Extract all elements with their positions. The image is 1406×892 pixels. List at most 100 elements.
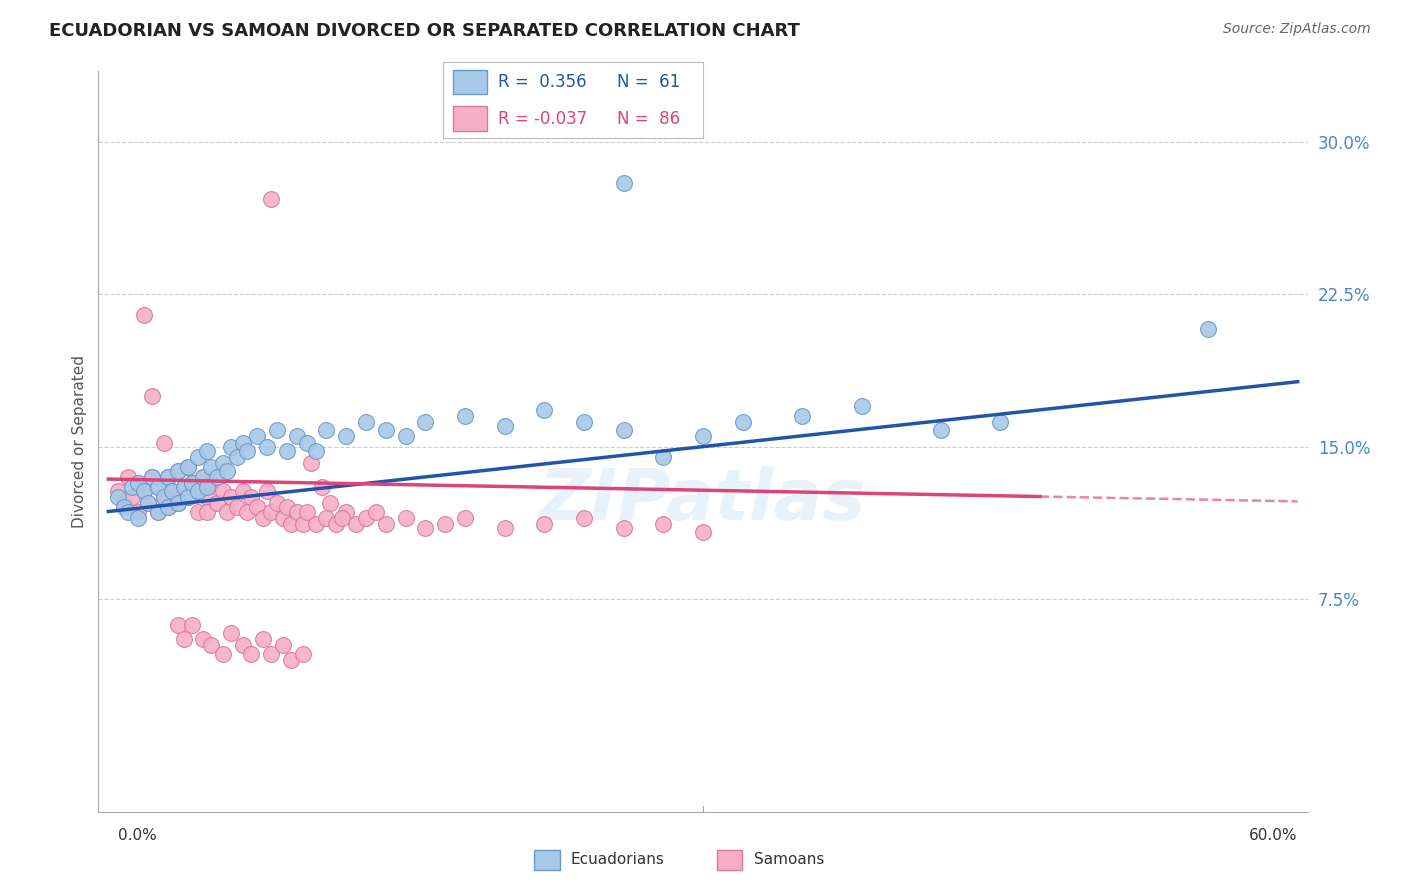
Point	[434, 516, 457, 531]
Point	[494, 419, 516, 434]
Point	[180, 476, 202, 491]
Point	[236, 443, 259, 458]
Point	[197, 443, 219, 458]
Point	[395, 510, 418, 524]
Point	[117, 504, 139, 518]
Point	[226, 500, 249, 515]
Point	[146, 504, 169, 518]
Point	[305, 443, 328, 458]
Point	[127, 504, 149, 518]
Point	[107, 484, 129, 499]
Point	[200, 476, 222, 491]
Point	[153, 491, 176, 505]
Point	[141, 470, 163, 484]
Point	[197, 504, 219, 518]
Point	[692, 524, 714, 539]
Point	[117, 470, 139, 484]
Point	[315, 423, 337, 437]
Point	[295, 504, 318, 518]
Point	[1198, 322, 1220, 336]
Point	[929, 423, 952, 437]
Point	[613, 423, 636, 437]
Point	[572, 415, 595, 429]
Point	[260, 192, 283, 206]
Point	[160, 484, 183, 499]
Point	[197, 491, 219, 505]
Point	[176, 491, 198, 505]
Point	[132, 484, 155, 499]
Text: Source: ZipAtlas.com: Source: ZipAtlas.com	[1223, 22, 1371, 37]
Point	[153, 491, 176, 505]
Point	[232, 435, 254, 450]
Point	[173, 480, 195, 494]
Text: N =  86: N = 86	[617, 110, 681, 128]
Point	[232, 639, 254, 653]
Point	[146, 504, 169, 518]
Point	[212, 647, 235, 661]
Point	[374, 516, 396, 531]
Point	[197, 480, 219, 494]
Point	[305, 516, 328, 531]
Text: R =  0.356: R = 0.356	[498, 73, 586, 91]
Point	[186, 450, 208, 464]
Point	[180, 476, 202, 491]
Point	[311, 480, 333, 494]
Point	[256, 440, 278, 454]
Text: Ecuadorians: Ecuadorians	[571, 853, 665, 867]
Point	[374, 423, 396, 437]
Point	[260, 504, 283, 518]
Point	[136, 496, 159, 510]
Text: ZIPatlas: ZIPatlas	[540, 467, 866, 535]
Point	[454, 409, 477, 424]
Point	[285, 429, 308, 443]
Point	[364, 504, 387, 518]
Point	[186, 504, 208, 518]
Point	[132, 484, 155, 499]
Point	[112, 496, 135, 510]
Point	[252, 510, 274, 524]
Point	[330, 510, 353, 524]
Point	[354, 510, 377, 524]
Point	[260, 647, 283, 661]
Point	[415, 415, 437, 429]
Point	[193, 632, 215, 647]
Point	[291, 516, 314, 531]
Point	[219, 440, 242, 454]
Point	[395, 429, 418, 443]
Point	[176, 491, 198, 505]
Point	[127, 476, 149, 491]
Text: R = -0.037: R = -0.037	[498, 110, 586, 128]
Point	[291, 647, 314, 661]
Point	[335, 504, 357, 518]
Point	[533, 516, 555, 531]
Point	[692, 429, 714, 443]
Point	[146, 480, 169, 494]
Point	[173, 632, 195, 647]
Point	[127, 510, 149, 524]
Point	[153, 435, 176, 450]
Point	[572, 510, 595, 524]
Point	[121, 480, 143, 494]
Point	[156, 470, 179, 484]
Text: 60.0%: 60.0%	[1249, 828, 1298, 843]
Point	[266, 496, 288, 510]
Point	[280, 652, 302, 666]
Point	[240, 647, 263, 661]
Point	[285, 504, 308, 518]
Point	[533, 403, 555, 417]
Point	[219, 491, 242, 505]
Point	[344, 516, 367, 531]
Point	[180, 618, 202, 632]
Point	[193, 470, 215, 484]
Point	[219, 626, 242, 640]
Point	[295, 435, 318, 450]
Point	[141, 470, 163, 484]
Point	[176, 459, 198, 474]
Point	[454, 510, 477, 524]
Text: N =  61: N = 61	[617, 73, 681, 91]
Point	[652, 450, 675, 464]
Point	[790, 409, 813, 424]
Point	[176, 459, 198, 474]
Point	[186, 484, 208, 499]
Point	[136, 496, 159, 510]
